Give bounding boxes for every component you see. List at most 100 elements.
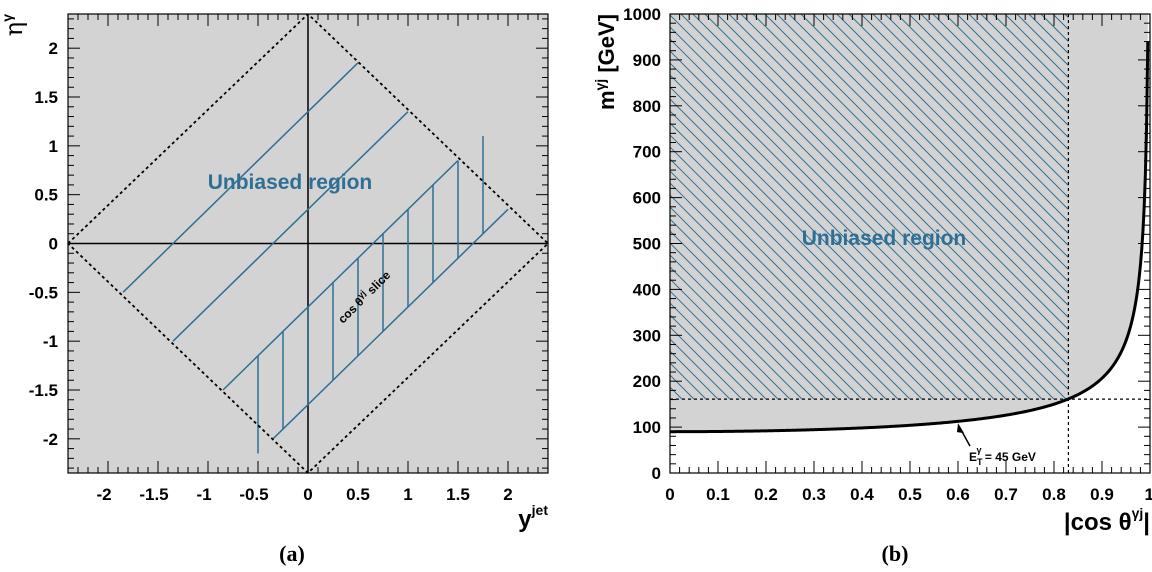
panel-label: (b) (882, 541, 909, 566)
y-tick-label: -0.5 (29, 283, 58, 302)
y-tick-label: 400 (633, 280, 661, 299)
x-tick-label: -2 (96, 485, 111, 504)
hatch-line (812, 14, 1069, 270)
hatch-line (1052, 14, 1069, 30)
y-tick-label: 1 (49, 137, 58, 156)
hatch-line (884, 14, 1069, 198)
slice-line-1 (172, 111, 409, 342)
hatch-line (670, 110, 959, 400)
hatch-line (670, 14, 1055, 400)
x-axis-title-main: |cos θ (1064, 509, 1132, 536)
hatch-line (670, 326, 743, 400)
x-tick-label: 0.4 (850, 485, 874, 504)
hatch-line (1004, 14, 1069, 78)
hatch-line (1040, 14, 1069, 42)
hatch-line (704, 14, 1069, 378)
slice-line-2 (222, 159, 459, 391)
hatch-line (716, 14, 1069, 366)
hatch-line (764, 14, 1069, 318)
hatch-line (670, 230, 839, 400)
hatch-line (824, 14, 1069, 258)
x-tick-label: 0.2 (754, 485, 778, 504)
curve-label-main: E (969, 450, 977, 464)
hatch-line (860, 14, 1069, 222)
x-tick-label: 1 (1145, 485, 1152, 504)
y-axis-title-main: m (594, 90, 619, 110)
y-tick-label: 1.5 (34, 88, 58, 107)
x-tick-label: -1 (196, 485, 211, 504)
hatch-line (670, 26, 1043, 400)
hatch-line (896, 14, 1069, 186)
y-tick-label: 0 (652, 464, 661, 483)
hatch-line (752, 14, 1069, 330)
y-tick-label: -1 (43, 332, 58, 351)
hatch-line (740, 14, 1069, 342)
x-tick-label: 0 (303, 485, 312, 504)
x-tick-label: 0.1 (706, 485, 730, 504)
x-tick-label: 2 (503, 485, 512, 504)
curve-label-sup: γ (977, 445, 982, 455)
x-tick-label: 0.7 (994, 485, 1018, 504)
y-tick-label: 700 (633, 143, 661, 162)
hatch-line (680, 14, 1067, 400)
x-tick-label: 0.5 (898, 485, 922, 504)
y-tick-label: 1000 (623, 5, 661, 24)
hatch-line (670, 302, 767, 400)
plot-area (670, 14, 1150, 473)
y-tick-label: 0.5 (34, 186, 58, 205)
x-tick-label: 0.5 (346, 485, 370, 504)
y-tick-label: 300 (633, 326, 661, 345)
hatch-line (836, 14, 1069, 246)
physical-region-fill (670, 14, 1149, 432)
curve-label: ETγ = 45 GeV (969, 445, 1036, 467)
hatch-line (800, 14, 1069, 282)
hatch-line (944, 14, 1069, 138)
hatch-line (670, 374, 695, 400)
panel-b: Unbiased region ETγ = 45 GeV 0 0.1 0.2 0.3 0.4… (592, 5, 1152, 566)
hatch-line (788, 14, 1069, 294)
hatch-line (908, 14, 1069, 174)
hatch-line (920, 14, 1069, 162)
y-axis-title-rest: [GeV] (594, 14, 619, 79)
y-tick-label: 0 (49, 235, 58, 254)
hatch-line (1028, 14, 1069, 54)
panel-label: (a) (279, 541, 305, 566)
slice-line-0 (122, 62, 359, 293)
x-axis-title-sup: γj (1132, 505, 1144, 521)
plot-area (68, 14, 548, 473)
hatch-line (670, 170, 899, 400)
hatch-line (670, 386, 683, 400)
hatch-line (956, 14, 1069, 126)
y-axis-title-sup: γ (0, 14, 15, 22)
hatch-line (670, 290, 779, 400)
hatch-line (670, 266, 803, 400)
x-tick-label: 1.5 (446, 485, 470, 504)
x-axis-title-rest: | (1143, 509, 1150, 536)
y-tick-label: 2 (49, 39, 58, 58)
y-axis-title-sup: γj (592, 79, 608, 91)
hatch-line (692, 14, 1069, 390)
hatch-line (670, 62, 1007, 400)
region-label: Unbiased region (208, 171, 373, 194)
hatch-line (670, 278, 791, 400)
hatch-line (670, 350, 719, 400)
hatch-line (670, 338, 731, 400)
y-axis-title-main: η (0, 22, 28, 36)
hatch-line (670, 218, 851, 400)
hatch-line (670, 50, 1019, 400)
hatch-line (670, 254, 815, 400)
hatch-line (932, 14, 1069, 150)
x-tick-label: 0.8 (1042, 485, 1066, 504)
x-tick-label: 1 (403, 485, 412, 504)
hatch-line (670, 146, 923, 400)
hatch-line (848, 14, 1069, 234)
y-axis-title: mγj [GeV] (592, 14, 619, 110)
y-tick-label: -2 (43, 430, 58, 449)
hatch-line (980, 14, 1069, 102)
hatch-line (670, 74, 995, 400)
x-tick-label: 0.9 (1090, 485, 1114, 504)
hatch-line (670, 182, 887, 400)
hatch-line (872, 14, 1069, 210)
